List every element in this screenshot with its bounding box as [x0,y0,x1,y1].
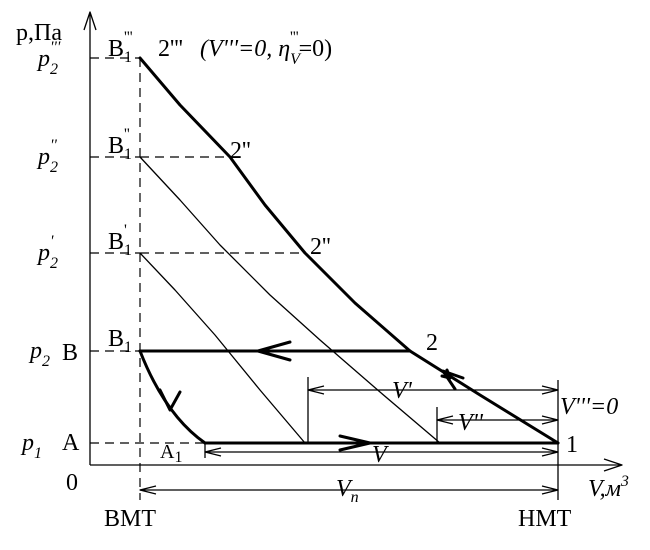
volume-label: Vn [336,476,359,506]
origin: 0 [66,470,78,496]
arrow [307,385,325,395]
x-axis-label: V,м3 [588,473,629,502]
point-label: A [62,430,80,456]
sub: n [351,489,359,506]
arrow [256,340,292,362]
point-label: B1 ' [108,222,132,259]
arrow [338,434,372,452]
sub: 1 [124,339,132,356]
volume-label: V' [392,378,413,404]
pressure-label: p2 '' [36,137,58,176]
arrow [83,11,97,31]
text: B [108,36,124,62]
text: B [108,133,124,159]
sup: ''' [124,29,133,46]
arrow [158,388,182,412]
point-label: 1 [566,432,578,458]
point-label: B1 ''' [108,29,133,66]
sub: 1 [124,146,132,163]
guides [90,57,559,500]
point-label: 2''' [158,36,183,62]
text: p [20,430,34,456]
text: B [108,229,124,255]
pressure-label: p2 ' [36,233,58,272]
pressure-label: p1 [20,430,42,462]
arrow [541,485,559,495]
pressure-label: p2 [28,338,50,370]
compression-curve [139,252,306,444]
sup: 3 [620,473,629,490]
point-label: 2 [426,330,438,356]
volume-label: V'''=0 [560,394,618,420]
annotation: (V'''=0, ηV '''=0) [200,29,332,68]
axes [83,11,623,472]
sub: 2 [50,255,58,272]
pressure-label: p2 ''' [36,39,61,78]
sub: 1 [34,445,42,462]
arrow [204,447,222,457]
sub: 2 [50,61,58,78]
arrow [541,415,559,425]
sup: ' [50,233,54,250]
volume-label: V'' [458,410,484,436]
arrow [541,385,559,395]
y-axis-label: p,Па [16,20,62,46]
dead-point-label: НМТ [518,506,572,532]
sub: 1 [174,449,182,466]
text: p [36,240,50,266]
sub: 2 [50,159,58,176]
sub: 2 [42,353,50,370]
text: A [160,441,175,463]
point-label: B1 '' [108,126,132,163]
arrow [436,415,454,425]
point-label: 2'' [230,138,251,164]
compression-curve [138,56,560,445]
point-label: B [62,340,78,366]
point-label: 2'' [310,234,331,260]
sup: ''' [290,29,299,46]
point-label: A1 [160,441,182,466]
arrow [441,369,465,391]
point-label: B1 [108,326,132,356]
text: p [28,338,42,364]
text: V,м [588,476,621,502]
dead-point-label: ВМТ [104,506,156,532]
arrow [603,458,623,472]
sub: V [290,51,302,68]
text: V [336,476,353,502]
compression-curve [139,156,441,444]
arrow [541,447,559,457]
sup: '' [50,137,57,154]
sup: ''' [50,39,61,56]
volume-label: V [372,442,389,468]
labels: p,Па V,м3 0 p2''' p2'' p2' p2 p1 B1''' B… [16,20,629,532]
text: B [108,326,124,352]
sup: '' [124,126,130,143]
expansion-curve [138,349,207,445]
sub: 1 [124,49,132,66]
sub: 1 [124,242,132,259]
text: p [36,144,50,170]
text: =0) [299,36,333,62]
sup: ' [124,222,127,239]
curves [138,56,560,452]
text: (V'''=0, η [200,36,290,62]
arrow [139,485,157,495]
dimension-lines [139,385,559,495]
text: p [36,46,50,72]
